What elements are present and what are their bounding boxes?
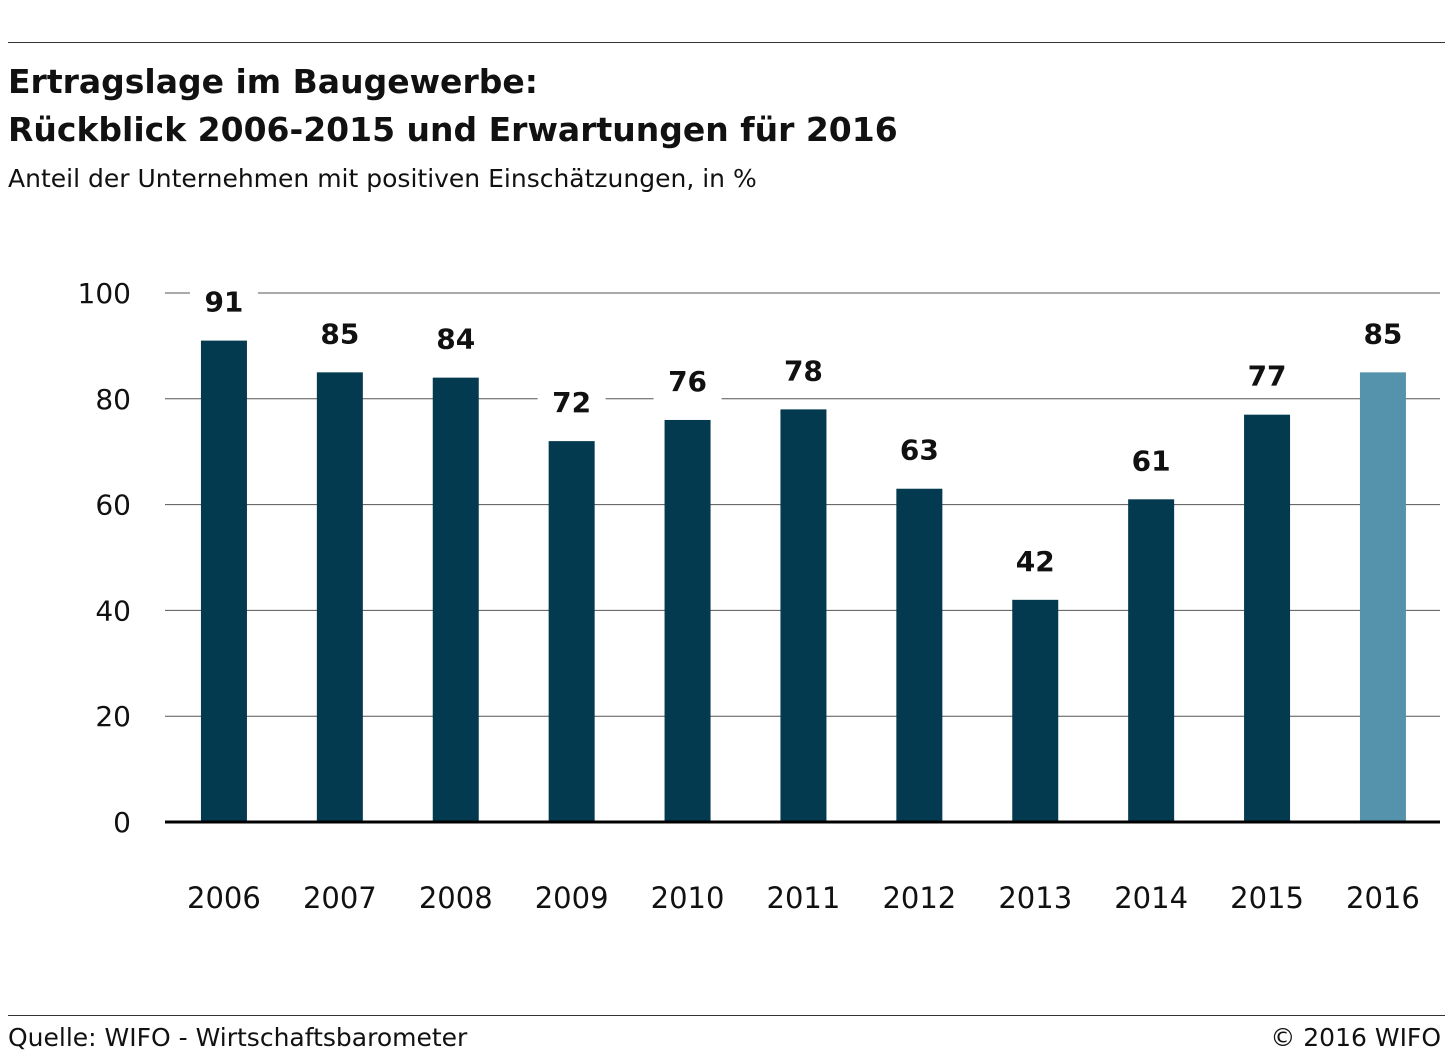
x-tick-label-2009: 2009 [535,881,609,915]
y-tick-label: 100 [78,277,131,310]
bars [200,340,1406,822]
value-labels: 91 85 84 72 76 78 63 42 61 77 85 [204,286,1402,578]
x-tick-label-2006: 2006 [187,881,261,915]
chart-title-line-2: Rückblick 2006-2015 und Erwartungen für … [8,110,898,149]
bar-2014 [1128,499,1175,822]
value-label-2006: 91 [204,286,243,319]
y-tick-label: 60 [95,489,131,522]
bar-chart: 0 20 40 60 80 100 91 85 84 72 76 78 63 42 61 77 85 2006… [78,277,1440,915]
y-axis-ticks: 0 20 40 60 80 100 [78,277,131,839]
value-label-2008: 84 [436,323,475,356]
value-label-2007: 85 [320,317,359,350]
chart-title-line-1: Ertragslage im Baugewerbe: [8,62,538,101]
value-label-2014: 61 [1132,444,1171,477]
bar-2007 [316,372,363,822]
x-axis-ticks: 2006 2007 2008 2009 2010 2011 2012 2013 2014 2015… [187,881,1420,915]
x-tick-label-2010: 2010 [651,881,725,915]
value-label-2011: 78 [784,354,823,387]
x-tick-label-2013: 2013 [998,881,1072,915]
x-tick-label-2016: 2016 [1346,881,1420,915]
bar-2015 [1244,414,1291,822]
bar-2009 [548,441,595,822]
x-tick-label-2012: 2012 [882,881,956,915]
value-label-2015: 77 [1248,360,1287,393]
top-rule [8,42,1445,43]
bar-2013 [1012,599,1059,822]
value-label-2013: 42 [1016,545,1055,578]
x-tick-label-2008: 2008 [419,881,493,915]
chart-subtitle: Anteil der Unternehmen mit positiven Ein… [8,164,757,193]
bar-2006 [200,340,247,822]
y-tick-label: 0 [113,806,131,839]
value-label-2012: 63 [900,434,939,467]
copyright-note: © 2016 WIFO [1270,1023,1441,1052]
y-tick-label: 80 [95,383,131,416]
x-tick-label-2007: 2007 [303,881,377,915]
y-tick-label: 40 [95,594,131,627]
bar-2010 [664,419,711,822]
chart-title: Ertragslage im Baugewerbe: Rückblick 200… [8,58,898,154]
value-label-2009: 72 [552,386,591,419]
bar-2016 [1359,372,1406,822]
source-note: Quelle: WIFO - Wirtschaftsbarometer [8,1023,468,1052]
y-tick-label: 20 [95,700,131,733]
bottom-rule [8,1015,1445,1016]
x-tick-label-2011: 2011 [767,881,841,915]
bar-2008 [432,377,479,822]
value-label-2016: 85 [1363,317,1402,350]
bar-2011 [780,409,827,822]
x-tick-label-2015: 2015 [1230,881,1304,915]
value-label-2010: 76 [668,365,707,398]
bar-2012 [896,488,943,822]
x-tick-label-2014: 2014 [1114,881,1188,915]
